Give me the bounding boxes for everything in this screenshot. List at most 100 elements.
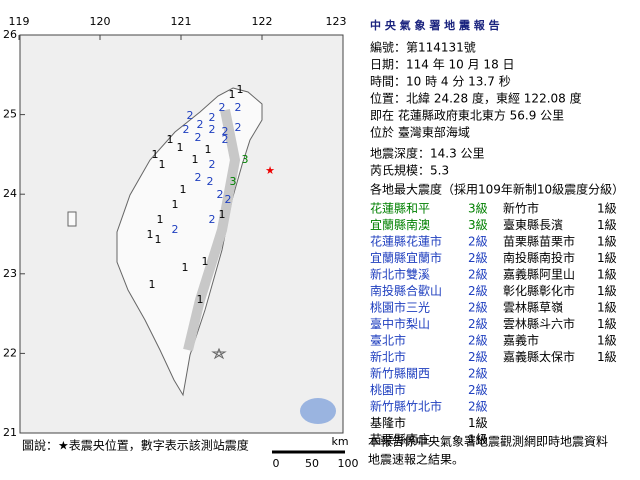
- map-legend: 圖說：★表震央位置，數字表示該測站震度: [22, 438, 249, 453]
- station-intensity: 2: [197, 118, 204, 131]
- station-intensity: 1: [219, 208, 226, 221]
- lon-label: 120: [90, 15, 111, 28]
- station-name: 嘉義縣太保市: [503, 349, 575, 364]
- station-name: 嘉義市: [503, 333, 539, 348]
- station-level: 2級: [468, 383, 488, 397]
- station-intensity: 1: [167, 133, 174, 146]
- station-intensity: 2: [172, 223, 179, 236]
- footer: 本報告係中央氣象署地震觀測網即時地震資料: [368, 434, 608, 449]
- lon-label: 121: [171, 15, 192, 28]
- station-intensity: 2: [195, 171, 202, 184]
- report-line: 各地最大震度（採用109年新制10級震度分級）: [370, 182, 624, 197]
- station-name: 基隆市: [370, 415, 406, 430]
- station-level: 3級: [468, 218, 488, 232]
- station-level: 2級: [468, 301, 488, 315]
- station-level: 2級: [468, 235, 488, 249]
- station-name: 嘉義縣阿里山: [503, 267, 575, 282]
- station-level: 2級: [468, 268, 488, 282]
- station-name: 花蓮縣花蓮市: [370, 234, 442, 249]
- station-level: 1級: [597, 202, 617, 216]
- lat-label: 24: [3, 187, 17, 200]
- island: [211, 347, 227, 360]
- station-level: 1級: [597, 284, 617, 298]
- station-name: 新北市: [370, 349, 406, 364]
- station-intensity: 1: [229, 88, 236, 101]
- station-intensity: 1: [149, 278, 156, 291]
- station-level: 1級: [597, 218, 617, 232]
- station-level: 1級: [597, 334, 617, 348]
- station-name: 臺中市梨山: [370, 316, 430, 331]
- station-name: 宜蘭縣宜蘭市: [370, 250, 442, 265]
- penghu: [67, 211, 77, 227]
- station-name: 宜蘭縣南澳: [370, 217, 430, 232]
- epicenter-star: ★: [265, 164, 275, 177]
- station-intensity: 2: [209, 123, 216, 136]
- station-level: 1級: [597, 301, 617, 315]
- report-line: 日期：114 年 10 月 18 日: [370, 58, 515, 72]
- station-intensity: 1: [182, 261, 189, 274]
- station-level: 2級: [468, 334, 488, 348]
- station-level: 1級: [597, 350, 617, 364]
- station-name: 新北市雙溪: [370, 267, 430, 282]
- lat-label: 26: [3, 28, 17, 41]
- station-intensity: 2: [207, 175, 214, 188]
- station-intensity: 1: [177, 141, 184, 154]
- station-intensity: 1: [202, 255, 209, 268]
- scale-label: 0: [273, 457, 280, 470]
- station-level: 1級: [597, 235, 617, 249]
- station-intensity: 2: [209, 158, 216, 171]
- station-intensity: 2: [217, 188, 224, 201]
- station-name: 新竹縣關西: [370, 366, 430, 381]
- station-name: 彰化縣彰化市: [503, 283, 575, 298]
- lon-label: 123: [326, 15, 347, 28]
- lat-label: 22: [3, 346, 17, 359]
- scale-unit: km: [331, 435, 348, 448]
- report-line: 位於 臺灣東部海域: [370, 125, 470, 140]
- station-intensity: 2: [235, 101, 242, 114]
- report-line: 即在 花蓮縣政府東北東方 56.9 公里: [370, 108, 564, 123]
- lon-label: 122: [252, 15, 273, 28]
- station-intensity: 2: [222, 133, 229, 146]
- station-intensity: 1: [172, 198, 179, 211]
- mountain-relief: [183, 109, 241, 352]
- report-title: 中 央 氣 象 署 地 震 報 告: [370, 18, 500, 32]
- footer: 地震速報之結果。: [368, 453, 464, 467]
- report-line: 編號：第114131號: [370, 40, 476, 55]
- station-level: 2級: [468, 367, 488, 381]
- station-name: 花蓮縣和平: [370, 201, 430, 216]
- station-level: 2級: [468, 284, 488, 298]
- lon-label: 119: [9, 15, 30, 28]
- lat-label: 25: [3, 108, 17, 121]
- logo: [300, 398, 336, 424]
- station-name: 臺東縣長濱: [503, 217, 563, 232]
- station-intensity: 1: [197, 293, 204, 306]
- station-intensity: 2: [209, 111, 216, 124]
- station-intensity: 2: [235, 121, 242, 134]
- station-name: 桃園市三光: [370, 300, 430, 315]
- station-intensity: 2: [225, 193, 232, 206]
- lat-label: 21: [3, 426, 17, 439]
- station-intensity: 2: [222, 125, 229, 138]
- station-intensity: 2: [183, 123, 190, 136]
- station-intensity: 1: [155, 233, 162, 246]
- station-intensity: 1: [152, 148, 159, 161]
- station-name: 雲林縣斗六市: [503, 316, 575, 331]
- station-name: 臺北市: [370, 333, 406, 348]
- report-line: 時間：10 時 4 分 13.7 秒: [370, 75, 511, 89]
- scale-label: 100: [338, 457, 359, 470]
- station-name: 苗栗縣南庄: [370, 432, 430, 447]
- station-name: 苗栗縣苗栗市: [503, 234, 575, 249]
- station-level: 2級: [468, 317, 488, 331]
- station-name: 雲林縣草嶺: [503, 301, 563, 315]
- station-intensity: 1: [237, 83, 244, 96]
- station-intensity: 1: [192, 153, 199, 166]
- station-intensity: 1: [159, 158, 166, 171]
- station-intensity: 1: [205, 143, 212, 156]
- report-line: 位置：北緯 24.28 度，東經 122.08 度: [370, 91, 582, 106]
- report-line: 地震深度：14.3 公里: [370, 146, 485, 161]
- station-intensity: 1: [157, 213, 164, 226]
- station-level: 1級: [597, 317, 617, 331]
- station-level: 2級: [468, 251, 488, 265]
- station-intensity: 2: [219, 101, 226, 114]
- station-intensity: 1: [180, 183, 187, 196]
